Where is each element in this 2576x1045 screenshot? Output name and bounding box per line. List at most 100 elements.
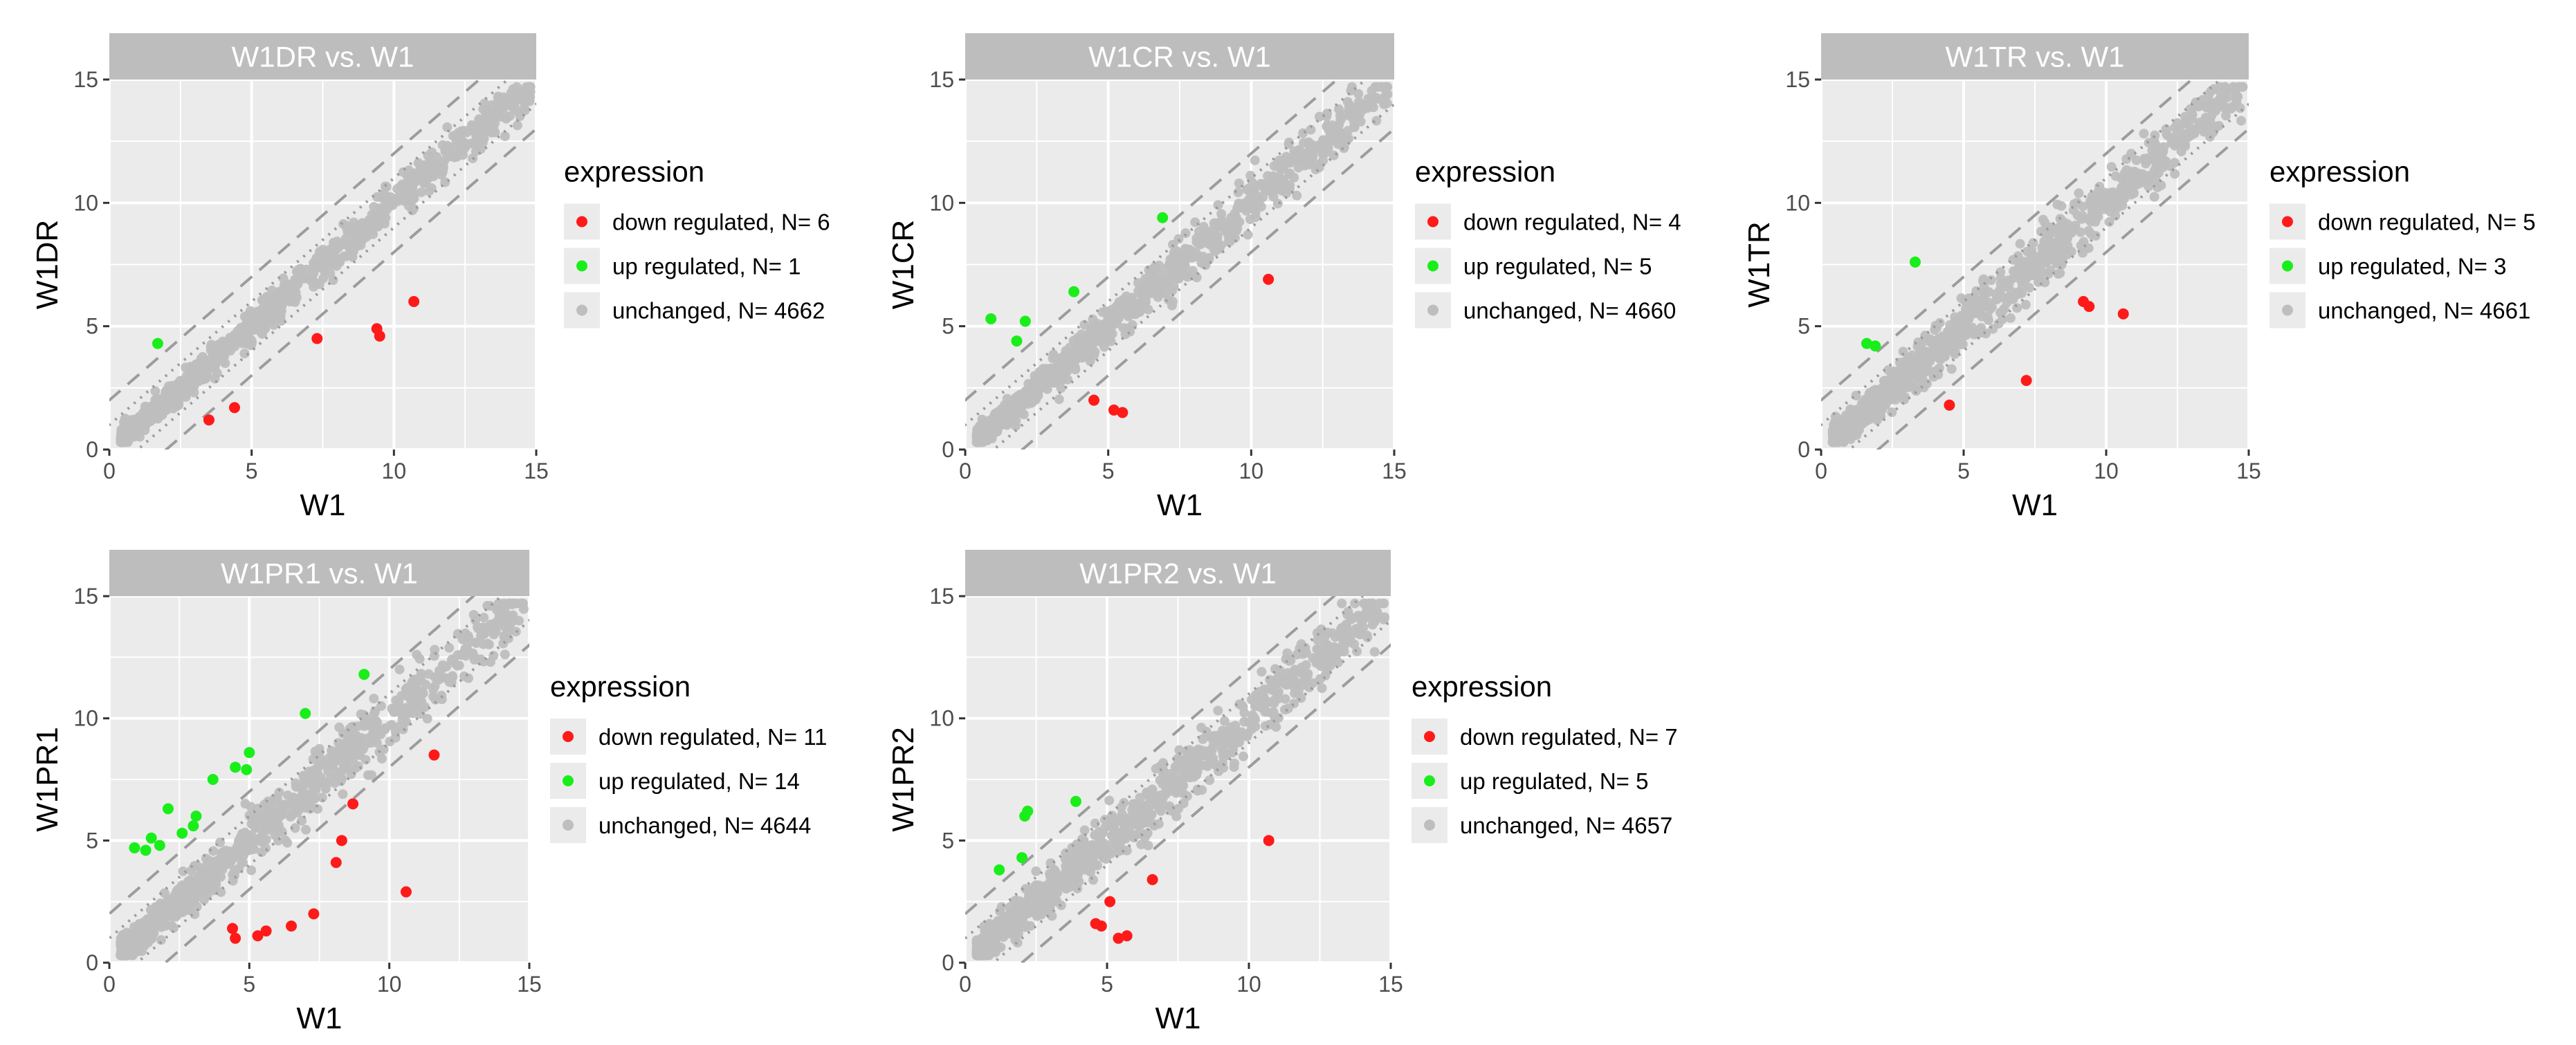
unchanged-point	[2005, 313, 2016, 323]
unchanged-point	[1048, 349, 1059, 360]
down-regulated-point	[428, 749, 440, 761]
unchanged-point	[2087, 204, 2097, 214]
unchanged-point	[2038, 214, 2048, 225]
unchanged-point	[2153, 154, 2164, 165]
unchanged-point	[1200, 227, 1211, 237]
y-tick-label: 10	[929, 190, 954, 215]
unchanged-point	[463, 638, 473, 649]
unchanged-point	[1192, 786, 1203, 796]
unchanged-point	[1995, 267, 2006, 277]
unchanged-point	[1320, 670, 1331, 681]
unchanged-point	[1171, 811, 1182, 822]
unchanged-point	[1222, 729, 1232, 739]
unchanged-point	[159, 888, 170, 898]
legend-title: expression	[1412, 670, 1552, 703]
unchanged-point	[338, 789, 348, 799]
dotted-guide-line	[109, 596, 504, 941]
panel-strip	[109, 33, 536, 80]
unchanged-point	[1214, 221, 1225, 232]
unchanged-point	[387, 200, 398, 210]
unchanged-point	[1233, 731, 1243, 741]
unchanged-point	[1284, 656, 1295, 666]
unchanged-point	[346, 769, 356, 779]
x-axis-title: W1	[1157, 488, 1203, 522]
unchanged-point	[356, 709, 366, 719]
unchanged-point	[240, 799, 250, 809]
unchanged-point	[454, 660, 464, 671]
unchanged-point	[251, 311, 262, 321]
up-regulated-point	[152, 337, 163, 349]
down-regulated-point	[1121, 930, 1133, 942]
unchanged-point	[1087, 841, 1097, 851]
down-regulated-point	[408, 296, 420, 307]
unchanged-point	[2233, 91, 2243, 102]
unchanged-point	[165, 396, 175, 406]
unchanged-point	[1298, 128, 1308, 138]
unchanged-point	[1213, 705, 1223, 716]
unchanged-point	[1314, 143, 1324, 154]
plot-area	[965, 596, 1391, 963]
unchanged-point	[1353, 89, 1364, 99]
unchanged-point	[293, 266, 303, 276]
unchanged-point	[324, 753, 334, 764]
unchanged-point	[1894, 388, 1905, 398]
x-tick-label: 15	[1382, 459, 1407, 483]
x-tick-label: 0	[959, 972, 971, 997]
unchanged-point	[2063, 219, 2073, 229]
unchanged-point	[1174, 745, 1185, 755]
unchanged-point	[1862, 414, 1872, 424]
unchanged-point	[1956, 293, 1966, 304]
unchanged-point	[130, 431, 140, 441]
y-axis-title: W1TR	[1742, 221, 1776, 308]
unchanged-point	[1081, 860, 1091, 871]
unchanged-point	[2150, 141, 2160, 151]
unchanged-point	[978, 937, 988, 947]
unchanged-point	[1073, 342, 1084, 353]
unchanged-point	[488, 651, 499, 661]
unchanged-point	[178, 866, 188, 876]
unchanged-point	[1061, 861, 1071, 871]
unchanged-point	[2139, 129, 2149, 139]
unchanged-point	[1133, 278, 1143, 288]
unchanged-point	[1151, 764, 1161, 774]
y-tick-label: 10	[73, 706, 98, 731]
panel-title: W1TR vs. W1	[1946, 41, 2125, 73]
unchanged-point	[2021, 264, 2031, 275]
legend-label: down regulated, N= 7	[1460, 724, 1678, 750]
unchanged-point	[150, 386, 161, 396]
unchanged-point	[2056, 240, 2066, 250]
unchanged-point	[145, 905, 156, 915]
unchanged-point	[1160, 288, 1171, 299]
x-tick-label: 10	[1236, 972, 1261, 997]
unchanged-point	[1178, 798, 1189, 808]
unchanged-point	[1131, 811, 1142, 822]
unchanged-point	[1313, 635, 1323, 645]
unchanged-point	[252, 318, 262, 329]
up-regulated-point	[994, 864, 1005, 876]
up-regulated-point	[154, 840, 165, 851]
legend-key-dot	[563, 775, 574, 786]
unchanged-point	[2074, 188, 2084, 198]
unchanged-point	[1005, 917, 1015, 927]
unchanged-point	[1961, 311, 1971, 321]
y-tick-label: 5	[1798, 314, 1810, 339]
unchanged-point	[1042, 384, 1052, 394]
unchanged-point	[1342, 609, 1353, 620]
unchanged-point	[1845, 404, 1856, 414]
unchanged-point	[186, 865, 197, 876]
unchanged-point	[2175, 137, 2185, 147]
legend-key-dot	[563, 731, 574, 742]
unchanged-point	[323, 252, 334, 262]
unchanged-point	[272, 794, 282, 804]
unchanged-point	[508, 84, 518, 94]
unchanged-point	[1281, 151, 1291, 162]
unchanged-point	[305, 804, 316, 814]
dashed-guide-line	[109, 80, 482, 403]
unchanged-point	[229, 331, 239, 342]
unchanged-point	[395, 721, 405, 731]
unchanged-point	[261, 843, 271, 853]
legend-key-dot	[2282, 260, 2293, 272]
unchanged-point	[2149, 192, 2159, 202]
